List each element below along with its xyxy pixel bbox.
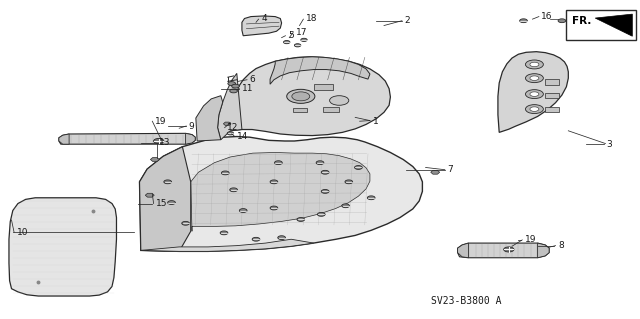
Circle shape — [270, 180, 278, 184]
Circle shape — [220, 231, 228, 235]
Circle shape — [164, 180, 172, 184]
Circle shape — [252, 237, 260, 241]
Circle shape — [297, 218, 305, 221]
Polygon shape — [538, 243, 549, 258]
Text: 2: 2 — [404, 16, 410, 25]
Polygon shape — [431, 170, 440, 174]
Circle shape — [530, 92, 539, 96]
Polygon shape — [141, 239, 314, 251]
Polygon shape — [140, 147, 191, 251]
Polygon shape — [458, 243, 468, 258]
Polygon shape — [140, 137, 422, 251]
Text: 10: 10 — [17, 228, 28, 237]
Bar — [545, 79, 559, 85]
Polygon shape — [186, 133, 195, 144]
Text: 3: 3 — [607, 140, 612, 149]
Text: 1: 1 — [372, 117, 378, 126]
Bar — [545, 93, 559, 98]
Text: 6: 6 — [250, 75, 255, 84]
Polygon shape — [227, 57, 390, 136]
Text: 17: 17 — [296, 28, 307, 37]
Polygon shape — [218, 73, 242, 140]
Circle shape — [330, 96, 349, 105]
Bar — [314, 84, 333, 90]
Circle shape — [270, 206, 278, 210]
Circle shape — [525, 60, 543, 69]
Circle shape — [345, 180, 353, 184]
Circle shape — [504, 247, 514, 252]
Text: 5: 5 — [288, 31, 294, 40]
Circle shape — [520, 19, 527, 23]
Circle shape — [342, 204, 349, 208]
Polygon shape — [223, 122, 231, 125]
Text: 19: 19 — [525, 235, 536, 244]
Circle shape — [525, 74, 543, 83]
Circle shape — [287, 89, 315, 103]
Text: 19: 19 — [155, 117, 166, 126]
Circle shape — [182, 221, 189, 225]
Polygon shape — [498, 52, 568, 132]
Circle shape — [154, 138, 164, 144]
Circle shape — [316, 161, 324, 165]
Circle shape — [230, 89, 237, 93]
Bar — [545, 107, 559, 112]
Text: 12: 12 — [227, 123, 239, 132]
Polygon shape — [145, 193, 154, 197]
Bar — [293, 108, 307, 112]
Circle shape — [294, 44, 301, 47]
Circle shape — [301, 38, 307, 41]
Circle shape — [275, 161, 282, 165]
Text: 7: 7 — [447, 165, 452, 174]
Text: 18: 18 — [306, 14, 317, 23]
Text: 15: 15 — [156, 199, 168, 208]
Circle shape — [317, 212, 325, 216]
Bar — [566, 10, 636, 40]
Polygon shape — [458, 243, 549, 258]
Circle shape — [228, 82, 236, 85]
Circle shape — [232, 84, 239, 88]
Text: 13: 13 — [159, 138, 171, 147]
Circle shape — [355, 166, 362, 169]
Circle shape — [278, 236, 285, 240]
Circle shape — [321, 170, 329, 174]
Polygon shape — [59, 134, 69, 144]
Polygon shape — [595, 14, 632, 36]
Text: 9: 9 — [189, 122, 195, 130]
Text: 8: 8 — [558, 241, 564, 250]
Circle shape — [367, 196, 375, 200]
Text: 11: 11 — [242, 84, 253, 93]
Circle shape — [230, 188, 237, 192]
Circle shape — [168, 201, 175, 204]
Circle shape — [530, 76, 539, 80]
Circle shape — [530, 107, 539, 111]
Circle shape — [525, 90, 543, 99]
Circle shape — [221, 171, 229, 175]
Circle shape — [525, 105, 543, 114]
Polygon shape — [191, 152, 370, 231]
Polygon shape — [150, 158, 159, 161]
Polygon shape — [270, 57, 370, 84]
Circle shape — [227, 132, 234, 135]
Circle shape — [558, 19, 566, 23]
Text: 14: 14 — [237, 132, 249, 141]
Polygon shape — [196, 96, 223, 141]
Circle shape — [292, 92, 310, 101]
Polygon shape — [9, 198, 116, 296]
Circle shape — [239, 209, 247, 212]
Text: FR.: FR. — [572, 16, 591, 26]
Text: 4: 4 — [261, 14, 267, 23]
Polygon shape — [242, 16, 282, 36]
Circle shape — [321, 189, 329, 193]
Text: SV23-B3800 A: SV23-B3800 A — [431, 296, 501, 306]
Text: 16: 16 — [541, 12, 553, 21]
Bar — [323, 107, 339, 112]
Polygon shape — [59, 133, 195, 144]
Circle shape — [284, 41, 290, 44]
Circle shape — [530, 62, 539, 67]
